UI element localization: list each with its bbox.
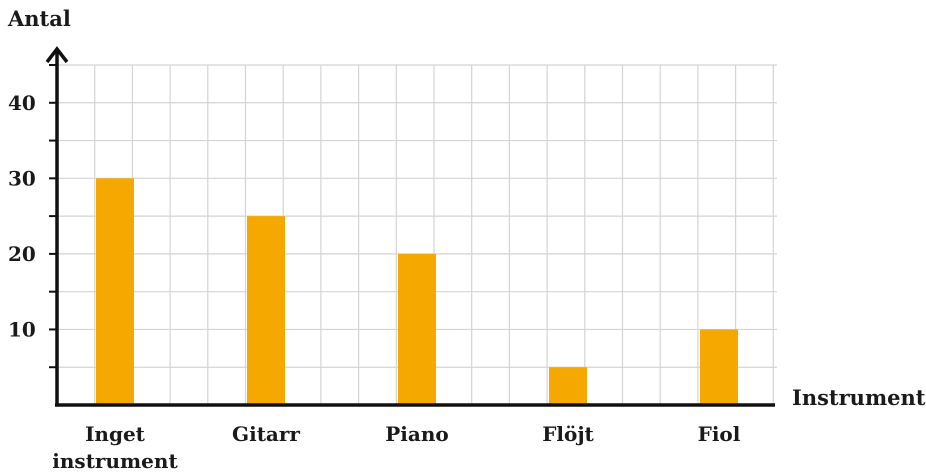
y-axis-arrow — [45, 46, 69, 64]
x-tick-label: Flöjt — [542, 422, 594, 446]
x-axis-title: Instrument — [792, 385, 926, 410]
bars — [96, 178, 738, 405]
grid — [57, 64, 777, 405]
y-tick-label: 30 — [8, 166, 36, 190]
bar — [549, 367, 587, 405]
bar — [700, 329, 738, 405]
x-tick-label: Inget — [85, 422, 146, 446]
y-tick-label: 10 — [8, 317, 36, 341]
labels: 10 20 30 40 Inget instrument Gitarr Piano Flöjt F… — [8, 91, 741, 472]
x-tick-label: instrument — [52, 449, 178, 472]
x-tick-label: Piano — [385, 422, 448, 446]
y-axis-title: Antal — [7, 6, 71, 31]
bar — [96, 178, 134, 405]
bar — [247, 216, 285, 405]
axes — [45, 46, 775, 407]
bar — [398, 253, 436, 405]
x-tick-label: Fiol — [698, 422, 741, 446]
y-tick-label: 20 — [8, 242, 36, 266]
y-tick-label: 40 — [8, 91, 36, 115]
x-tick-label: Gitarr — [232, 422, 300, 446]
